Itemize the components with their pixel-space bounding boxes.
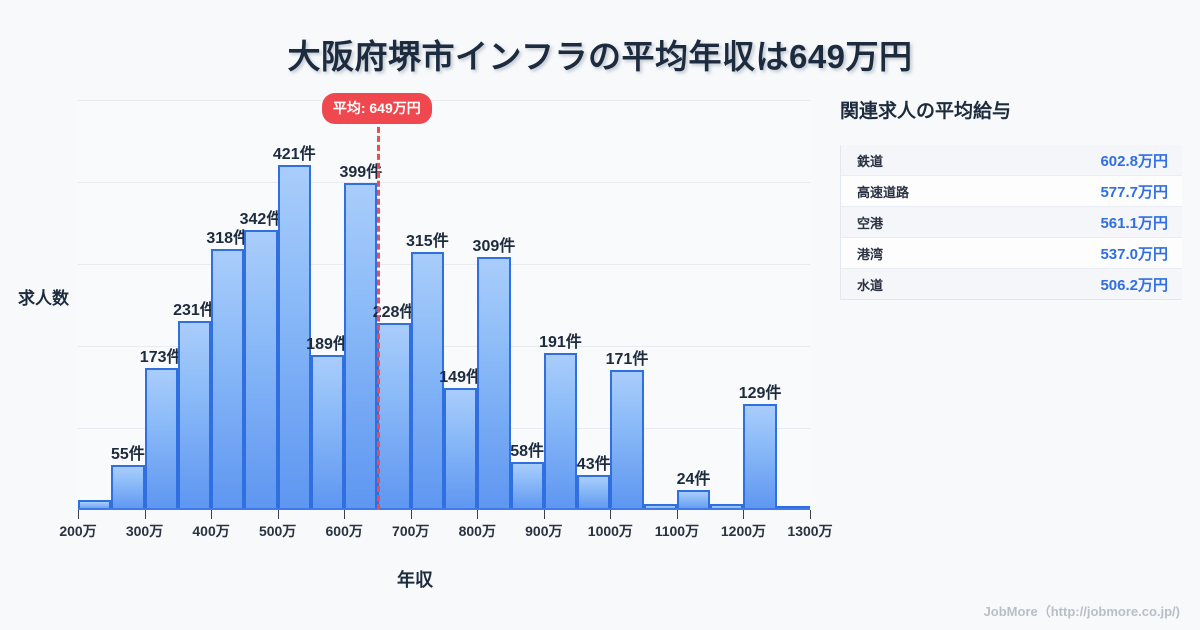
x-axis-tick bbox=[810, 510, 811, 519]
gridline bbox=[78, 264, 810, 265]
average-badge: 平均: 649万円 bbox=[321, 93, 432, 124]
bar-value-label: 399件 bbox=[339, 163, 383, 181]
histogram-bar[interactable]: 421件 bbox=[273, 146, 316, 510]
gridline bbox=[78, 346, 810, 347]
x-axis-tick-label: 1100万 bbox=[654, 523, 700, 539]
related-salary-panel: 関連求人の平均給与 鉄道 602.8万円高速道路 577.7万円空港 561.1万円港… bbox=[836, 96, 1186, 300]
bar-value-label: 309件 bbox=[472, 237, 516, 255]
related-salary-name: 空港 bbox=[857, 215, 884, 231]
related-salary-name: 鉄道 bbox=[857, 153, 884, 169]
bar-value-label: 171件 bbox=[605, 350, 649, 368]
related-salary-value: 506.2万円 bbox=[1100, 276, 1168, 294]
histogram-bar[interactable]: 228件 bbox=[373, 304, 415, 510]
gridline bbox=[78, 182, 810, 183]
related-salary-value: 561.1万円 bbox=[1100, 214, 1168, 232]
x-axis-tick-label: 800万 bbox=[458, 523, 496, 539]
histogram-bar[interactable] bbox=[643, 504, 677, 510]
histogram-bar[interactable]: 191件 bbox=[539, 334, 582, 510]
x-axis-tick-label: 900万 bbox=[525, 523, 563, 539]
bar-value-label: 318件 bbox=[206, 230, 250, 248]
related-salary-value: 602.8万円 bbox=[1100, 152, 1168, 170]
x-axis-tick bbox=[277, 510, 279, 519]
related-salary-table: 鉄道 602.8万円高速道路 577.7万円空港 561.1万円港湾 537.0万円水道… bbox=[840, 145, 1182, 300]
x-axis-tick-label: 400万 bbox=[192, 523, 230, 539]
related-salary-name: 港湾 bbox=[857, 246, 884, 262]
x-axis-tick bbox=[144, 510, 146, 519]
x-axis-tick-label: 1300万 bbox=[787, 523, 833, 539]
x-axis-tick bbox=[211, 510, 213, 519]
x-axis-tick-label: 300万 bbox=[125, 523, 164, 539]
x-axis-tick bbox=[344, 510, 346, 519]
x-axis-tick bbox=[610, 510, 612, 519]
y-axis-label: 求人数 bbox=[18, 289, 69, 308]
related-salary-value: 537.0万円 bbox=[1100, 245, 1168, 263]
x-axis-tick bbox=[676, 510, 678, 519]
histogram-bar[interactable]: 309件 bbox=[473, 238, 515, 510]
x-axis-label: 年収 bbox=[397, 570, 433, 590]
related-salary-row[interactable]: 鉄道 602.8万円 bbox=[841, 145, 1182, 176]
bar-value-label: 228件 bbox=[372, 304, 416, 322]
histogram-bar[interactable]: 318件 bbox=[206, 230, 249, 510]
x-axis-baseline bbox=[78, 508, 810, 510]
related-salary-title: 関連求人の平均給与 bbox=[840, 101, 1012, 122]
average-line bbox=[376, 100, 380, 510]
bar-value-label: 43件 bbox=[576, 455, 611, 473]
histogram-bar[interactable]: 173件 bbox=[140, 349, 183, 510]
related-salary-name: 高速道路 bbox=[857, 184, 910, 200]
histogram-bar[interactable] bbox=[710, 504, 744, 510]
related-salary-row[interactable]: 水道 506.2万円 bbox=[841, 269, 1182, 300]
histogram-bar[interactable]: 55件 bbox=[111, 446, 145, 510]
bar-value-label: 149件 bbox=[439, 368, 482, 386]
bar-value-label: 173件 bbox=[139, 349, 183, 367]
x-axis-tick bbox=[543, 510, 545, 519]
histogram-bar[interactable]: 342件 bbox=[240, 211, 282, 510]
x-axis-tick bbox=[743, 510, 745, 519]
gridline bbox=[78, 100, 810, 101]
x-axis-tick bbox=[477, 510, 479, 519]
plot-area: 55件 173件 231件 318件 342件 421件 189件 399件 228件 315件 1… bbox=[78, 100, 810, 510]
histogram-chart: 求人数 55件 173件 231件 318件 342件 421件 189件 399件 228件 3… bbox=[0, 88, 833, 590]
bar-value-label: 231件 bbox=[173, 301, 216, 319]
histogram-bar[interactable] bbox=[78, 500, 112, 510]
histogram-bar[interactable]: 149件 bbox=[439, 369, 482, 510]
bar-value-label: 58件 bbox=[510, 443, 545, 461]
x-axis-tick-label: 200万 bbox=[59, 523, 97, 539]
histogram-bar[interactable]: 399件 bbox=[339, 164, 382, 510]
x-axis-tick-label: 1000万 bbox=[587, 523, 633, 539]
x-axis-tick-label: 700万 bbox=[392, 523, 430, 539]
x-axis-tick-label: 600万 bbox=[325, 523, 363, 539]
related-salary-row[interactable]: 空港 561.1万円 bbox=[841, 207, 1182, 238]
x-axis-tick bbox=[78, 510, 79, 519]
bar-value-label: 24件 bbox=[676, 471, 711, 489]
bar-value-label: 342件 bbox=[239, 210, 283, 228]
x-axis-tick-label: 500万 bbox=[258, 523, 297, 539]
bar-value-label: 191件 bbox=[539, 334, 582, 352]
related-salary-row[interactable]: 高速道路 577.7万円 bbox=[841, 176, 1182, 207]
bar-value-label: 55件 bbox=[110, 445, 145, 463]
histogram-bar[interactable]: 58件 bbox=[510, 443, 544, 510]
histogram-bar[interactable]: 43件 bbox=[577, 456, 611, 510]
histogram-bar[interactable]: 171件 bbox=[606, 351, 648, 510]
histogram-bar[interactable]: 24件 bbox=[677, 471, 710, 510]
bar-value-label: 315件 bbox=[405, 232, 449, 250]
related-salary-name: 水道 bbox=[857, 277, 884, 293]
x-axis-tick-label: 1200万 bbox=[720, 523, 767, 539]
bar-value-label: 189件 bbox=[306, 336, 349, 354]
related-salary-value: 577.7万円 bbox=[1100, 183, 1168, 201]
bar-series: 55件 173件 231件 318件 342件 421件 189件 399件 228件 315件 1… bbox=[78, 100, 810, 510]
histogram-bar[interactable]: 231件 bbox=[173, 302, 216, 510]
x-axis-tick bbox=[410, 510, 412, 519]
histogram-bar[interactable]: 129件 bbox=[739, 385, 781, 510]
footer-attribution: JobMore（http://jobmore.co.jp/) bbox=[983, 604, 1180, 619]
bar-value-label: 129件 bbox=[738, 385, 782, 403]
related-salary-row[interactable]: 港湾 537.0万円 bbox=[841, 238, 1182, 269]
bar-value-label: 421件 bbox=[272, 145, 316, 163]
histogram-bar[interactable]: 315件 bbox=[406, 233, 449, 510]
page-title: 大阪府堺市インフラの平均年収は649万円 bbox=[287, 38, 913, 75]
histogram-bar[interactable]: 189件 bbox=[306, 336, 349, 510]
